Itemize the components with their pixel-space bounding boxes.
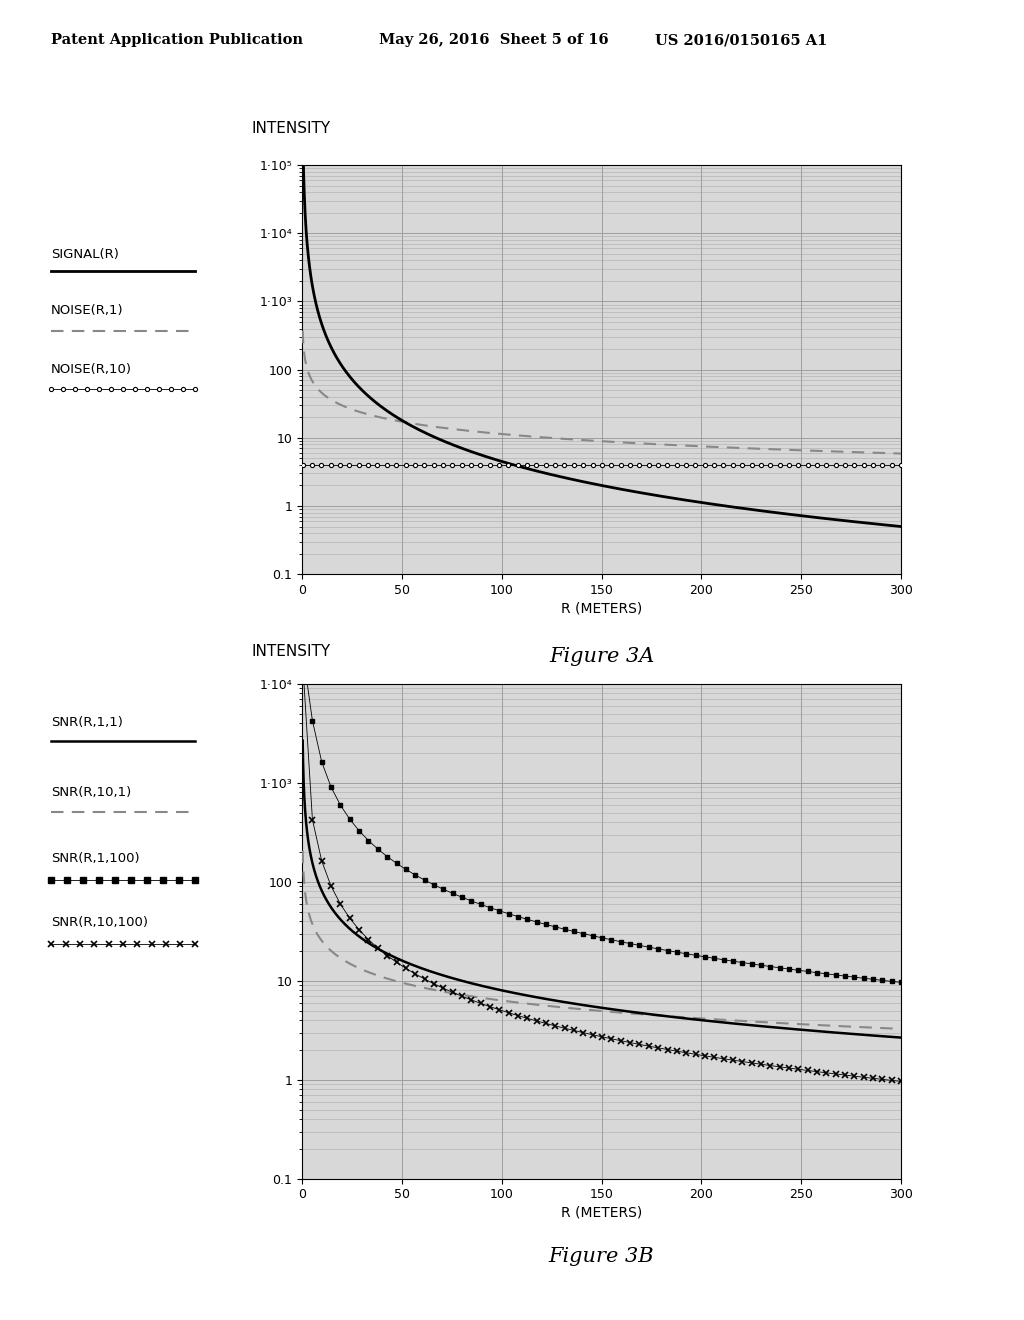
Text: Patent Application Publication: Patent Application Publication [51,33,303,48]
Text: May 26, 2016  Sheet 5 of 16: May 26, 2016 Sheet 5 of 16 [379,33,608,48]
Text: SNR(R,10,1): SNR(R,10,1) [51,787,131,799]
Text: NOISE(R,10): NOISE(R,10) [51,363,132,376]
Text: SIGNAL(R): SIGNAL(R) [51,248,119,261]
Text: SNR(R,10,100): SNR(R,10,100) [51,916,148,929]
Text: INTENSITY: INTENSITY [251,121,331,136]
Text: NOISE(R,1): NOISE(R,1) [51,305,124,318]
Text: US 2016/0150165 A1: US 2016/0150165 A1 [655,33,827,48]
Text: INTENSITY: INTENSITY [251,644,331,659]
Text: Figure 3B: Figure 3B [549,1247,654,1266]
Text: SNR(R,1,1): SNR(R,1,1) [51,717,123,729]
Text: Figure 3A: Figure 3A [549,647,654,665]
X-axis label: R (METERS): R (METERS) [561,601,642,615]
X-axis label: R (METERS): R (METERS) [561,1205,642,1220]
Text: SNR(R,1,100): SNR(R,1,100) [51,853,140,866]
